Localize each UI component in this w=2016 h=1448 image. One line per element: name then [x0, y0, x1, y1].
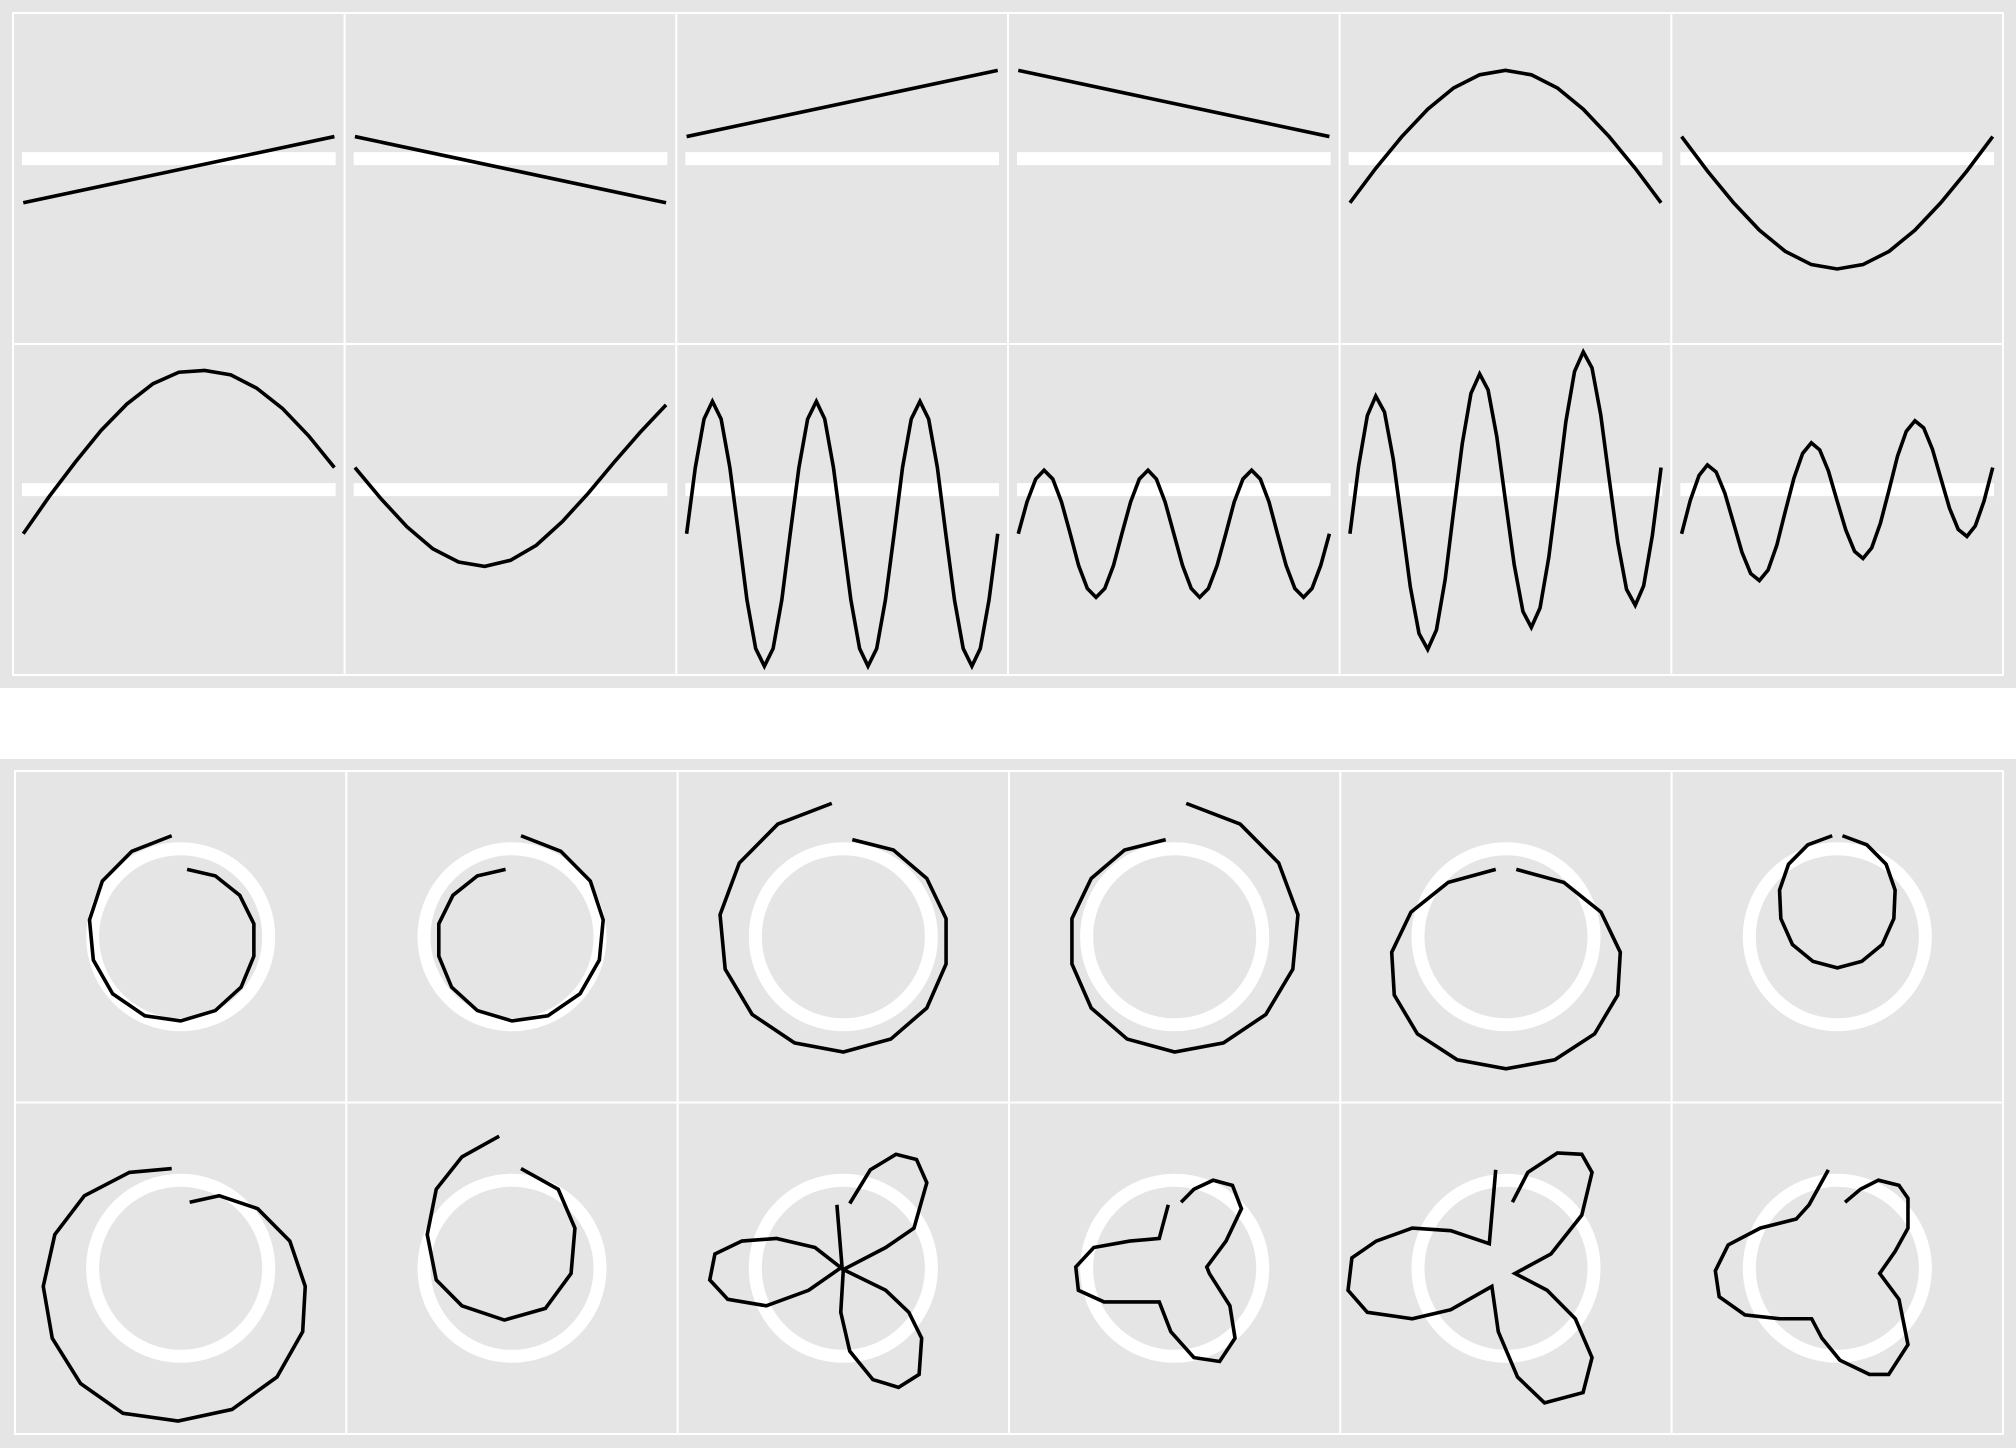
panel [1670, 770, 2004, 1104]
panel [1670, 12, 2005, 345]
data-line [425, 1134, 577, 1322]
panel [12, 12, 346, 345]
panel [1008, 770, 1342, 1104]
panel [1670, 1101, 2004, 1435]
data-line [1679, 418, 1995, 584]
panel [1338, 12, 1673, 345]
data-line [707, 1152, 929, 1390]
panel [343, 343, 678, 676]
panel [675, 12, 1009, 345]
panel [1670, 343, 2005, 676]
panel [1007, 12, 1341, 345]
data-line [1348, 347, 1663, 654]
panel [345, 770, 679, 1104]
data-line [1713, 1168, 1910, 1377]
data-line [1070, 801, 1300, 1054]
data-line [21, 368, 336, 535]
reference-circle [1742, 842, 1932, 1032]
panel [676, 1101, 1011, 1435]
panel [1007, 343, 1341, 676]
data-line [354, 134, 667, 205]
panel [14, 1101, 348, 1435]
data-line [1346, 1151, 1594, 1405]
data-line [718, 801, 948, 1054]
data-line [1348, 68, 1663, 204]
panel [1339, 770, 1673, 1104]
data-line [87, 834, 256, 1023]
reference-circle [417, 1173, 607, 1363]
data-line [41, 1166, 308, 1423]
panel [343, 12, 678, 345]
reference-circle [748, 842, 938, 1032]
panel [345, 1101, 679, 1435]
data-line [1777, 834, 1897, 970]
data-line [1017, 68, 1330, 139]
data-line [1680, 135, 1995, 271]
reference-circle [1080, 842, 1270, 1032]
data-line [686, 68, 999, 139]
reference-circle [1411, 842, 1601, 1032]
panel [1339, 1101, 1673, 1435]
data-line [684, 397, 1000, 671]
panel [12, 343, 346, 676]
reference-circle [748, 1173, 938, 1363]
data-line [1389, 867, 1623, 1071]
reference-circle [1080, 1173, 1270, 1363]
data-line [353, 403, 668, 569]
reference-circle [86, 1173, 276, 1363]
panel [675, 343, 1009, 676]
data-line [1073, 1178, 1244, 1364]
data-line [22, 134, 335, 205]
panel [1008, 1101, 1342, 1435]
panel [14, 770, 348, 1104]
data-line [436, 834, 606, 1023]
reference-circle [1411, 1173, 1601, 1363]
data-line [1016, 467, 1332, 600]
